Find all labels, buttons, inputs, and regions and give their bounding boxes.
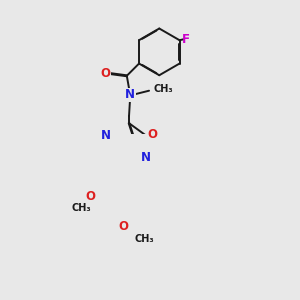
Text: CH₃: CH₃ [72, 202, 92, 213]
Text: O: O [100, 67, 110, 80]
Text: N: N [125, 88, 135, 101]
Text: F: F [182, 33, 190, 46]
Text: O: O [118, 220, 128, 233]
Text: N: N [100, 129, 110, 142]
Text: CH₃: CH₃ [153, 84, 173, 94]
Text: O: O [148, 128, 158, 141]
Text: O: O [86, 190, 96, 202]
Text: N: N [141, 151, 151, 164]
Text: CH₃: CH₃ [134, 234, 154, 244]
